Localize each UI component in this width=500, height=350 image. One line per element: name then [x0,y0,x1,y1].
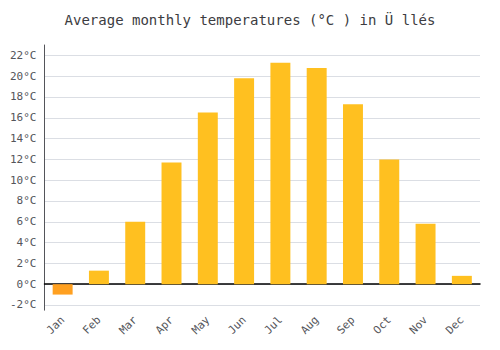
svg-text:Mar: Mar [117,313,140,336]
svg-text:-2°C: -2°C [10,298,37,311]
svg-text:16°C: 16°C [10,111,37,124]
svg-text:Jan: Jan [44,314,67,337]
svg-text:Jul: Jul [262,314,285,337]
svg-text:Jun: Jun [225,314,248,337]
svg-text:Apr: Apr [153,313,176,336]
svg-text:20°C: 20°C [10,70,37,83]
svg-text:Sep: Sep [334,314,357,337]
svg-text:6°C: 6°C [17,215,37,228]
svg-text:2°C: 2°C [17,257,37,270]
svg-text:18°C: 18°C [10,90,37,103]
svg-text:Oct: Oct [371,314,394,337]
svg-text:Nov: Nov [407,313,430,336]
svg-text:Dec: Dec [443,314,466,337]
svg-text:14°C: 14°C [10,132,37,145]
svg-text:10°C: 10°C [10,174,37,187]
svg-text:22°C: 22°C [10,49,37,62]
svg-text:Feb: Feb [80,314,103,337]
svg-text:8°C: 8°C [17,194,37,207]
svg-text:Aug: Aug [298,314,321,337]
svg-text:12°C: 12°C [10,153,37,166]
svg-text:May: May [189,313,212,336]
svg-text:4°C: 4°C [17,236,37,249]
svg-text:Average monthly temperatures (: Average monthly temperatures (°C ) in Ü … [65,11,436,28]
svg-text:0°C: 0°C [17,278,37,291]
